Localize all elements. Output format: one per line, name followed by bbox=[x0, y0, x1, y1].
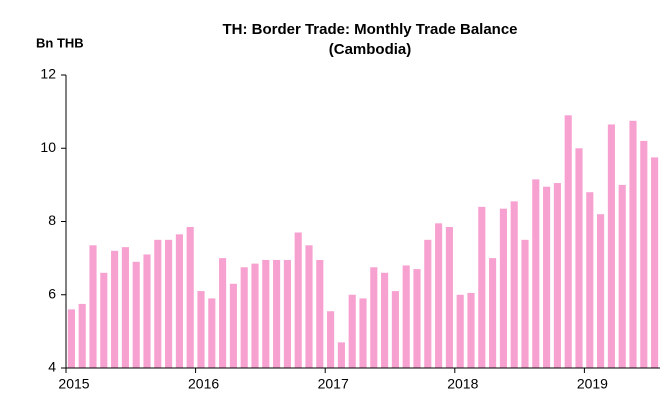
bar bbox=[262, 259, 270, 368]
y-tick-label: 12 bbox=[40, 66, 56, 82]
bar bbox=[359, 298, 367, 368]
bar bbox=[305, 245, 313, 368]
bar bbox=[391, 291, 399, 368]
x-tick-label: 2017 bbox=[318, 376, 349, 392]
bar bbox=[424, 239, 432, 368]
bar bbox=[629, 120, 637, 368]
chart-title: TH: Border Trade: Monthly Trade Balance bbox=[222, 21, 517, 38]
bar bbox=[575, 148, 583, 368]
bar bbox=[370, 267, 378, 368]
bar bbox=[402, 265, 410, 368]
y-axis-label: Bn THB bbox=[36, 35, 84, 50]
x-tick-label: 2015 bbox=[58, 376, 89, 392]
bar bbox=[456, 294, 464, 368]
bar bbox=[564, 115, 572, 368]
bar bbox=[445, 226, 453, 368]
bar bbox=[219, 258, 227, 368]
bar bbox=[381, 272, 389, 368]
bar bbox=[229, 283, 237, 368]
bar bbox=[251, 263, 259, 368]
bar bbox=[165, 239, 173, 368]
y-tick-label: 4 bbox=[48, 359, 56, 375]
bar bbox=[597, 214, 605, 368]
bar bbox=[521, 239, 529, 368]
chart-title: (Cambodia) bbox=[329, 41, 412, 58]
bar bbox=[186, 226, 194, 368]
bar bbox=[499, 208, 507, 368]
bar bbox=[618, 184, 626, 368]
bar bbox=[316, 259, 324, 368]
bar bbox=[132, 261, 140, 368]
bar bbox=[607, 124, 615, 368]
bar bbox=[100, 272, 108, 368]
bar bbox=[143, 254, 151, 368]
bar bbox=[348, 294, 356, 368]
bar bbox=[121, 247, 129, 368]
bar bbox=[78, 303, 86, 368]
bar bbox=[467, 292, 475, 368]
bar bbox=[435, 223, 443, 368]
bar bbox=[543, 186, 551, 368]
bar bbox=[273, 259, 281, 368]
bar bbox=[510, 201, 518, 368]
bar bbox=[89, 245, 97, 368]
x-tick-label: 2018 bbox=[447, 376, 478, 392]
y-tick-label: 10 bbox=[40, 139, 56, 155]
bar bbox=[640, 140, 648, 368]
bar bbox=[283, 259, 291, 368]
bar bbox=[327, 311, 335, 368]
bar bbox=[240, 267, 248, 368]
bar bbox=[154, 239, 162, 368]
bar bbox=[532, 179, 540, 368]
y-tick-label: 8 bbox=[48, 212, 56, 228]
bar bbox=[413, 269, 421, 368]
x-tick-label: 2016 bbox=[188, 376, 219, 392]
bar bbox=[489, 258, 497, 368]
bar bbox=[294, 232, 302, 368]
y-tick-label: 6 bbox=[48, 285, 56, 301]
bar bbox=[586, 192, 594, 368]
bar bbox=[197, 291, 205, 368]
bar bbox=[111, 250, 119, 368]
bar bbox=[553, 183, 561, 368]
bar bbox=[651, 157, 659, 368]
x-tick-label: 2019 bbox=[577, 376, 608, 392]
bar bbox=[337, 342, 345, 368]
bar bbox=[67, 309, 75, 368]
bar bbox=[175, 234, 183, 368]
bar bbox=[208, 298, 216, 368]
bar bbox=[478, 206, 486, 368]
